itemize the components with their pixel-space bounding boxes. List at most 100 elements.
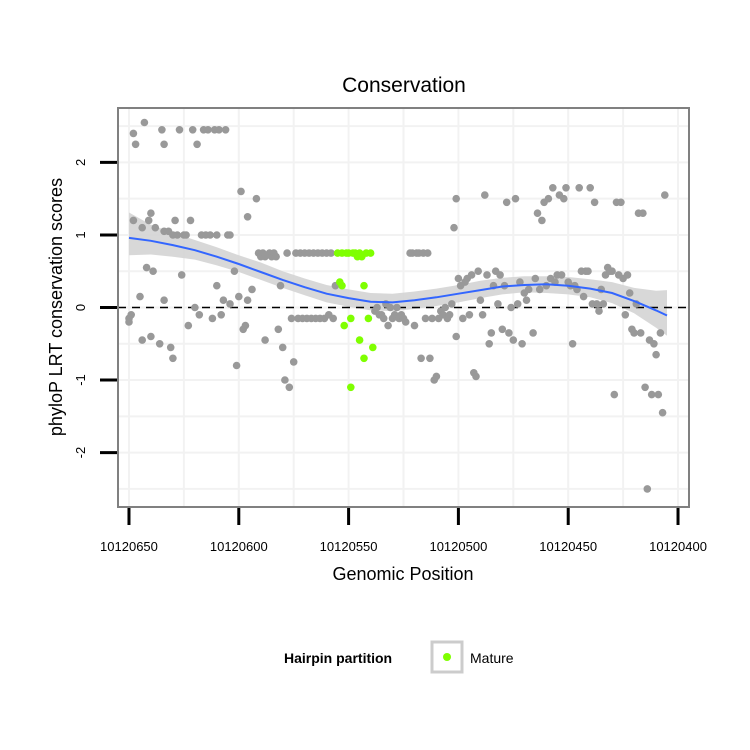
data-point-other: [641, 383, 649, 392]
data-point-other: [661, 191, 669, 199]
x-axis: 10120650 10120600 10120550 10120500 10120450…: [100, 508, 707, 554]
data-point-other: [160, 140, 168, 149]
data-point-other: [498, 325, 507, 334]
data-point-other: [243, 213, 252, 221]
data-point-other: [625, 289, 634, 297]
data-point-other: [595, 307, 603, 315]
data-point-other: [373, 303, 381, 312]
data-point-mature: [364, 314, 373, 323]
data-point-other: [219, 296, 228, 305]
data-point-other: [472, 372, 480, 381]
y-tick-label: -2: [73, 447, 88, 459]
data-point-other: [608, 267, 616, 276]
data-point-other: [459, 314, 467, 323]
data-point-other: [511, 194, 520, 203]
y-tick-label: -1: [73, 374, 88, 386]
data-point-other: [206, 231, 214, 239]
data-point-other: [450, 223, 458, 232]
data-point-other: [549, 184, 557, 192]
data-point-other: [542, 281, 551, 290]
legend-key-mature-dot: [443, 653, 451, 661]
data-point-other: [215, 126, 223, 134]
data-point-other: [656, 329, 665, 337]
y-axis: -2 -1 0 1 2: [73, 159, 117, 459]
data-point-other: [452, 194, 461, 203]
y-tick-label: 2: [73, 159, 88, 166]
data-point-other: [535, 285, 544, 294]
data-point-other: [235, 292, 243, 301]
legend-title: Hairpin partition: [284, 650, 392, 666]
data-point-other: [248, 285, 256, 294]
data-point-other: [329, 314, 338, 323]
data-point-other: [393, 303, 401, 312]
data-point-other: [505, 329, 513, 337]
data-point-other: [465, 311, 474, 319]
data-point-other: [276, 281, 285, 290]
data-point-other: [478, 311, 487, 319]
data-point-other: [579, 292, 588, 301]
data-point-other: [568, 340, 577, 348]
data-point-other: [586, 184, 594, 192]
data-point-other: [496, 271, 504, 279]
data-point-other: [151, 223, 160, 232]
data-point-other: [487, 329, 496, 337]
data-point-other: [650, 340, 658, 348]
data-point-other: [186, 216, 195, 225]
data-point-other: [155, 340, 164, 348]
data-point-other: [287, 314, 296, 323]
data-point-other: [129, 216, 138, 225]
data-point-other: [226, 231, 234, 239]
legend: Hairpin partition Mature: [284, 640, 514, 674]
data-point-mature: [355, 336, 364, 344]
data-point-other: [237, 187, 245, 196]
data-point-other: [177, 271, 186, 279]
data-point-other: [171, 216, 179, 225]
data-point-other: [590, 198, 599, 207]
data-point-other: [445, 311, 454, 319]
data-point-other: [509, 336, 518, 344]
data-point-other: [426, 354, 434, 363]
chart-title: Conservation: [342, 74, 466, 97]
data-point-other: [454, 274, 463, 283]
data-point-other: [562, 184, 570, 192]
data-point-other: [658, 408, 667, 417]
data-point-other: [129, 129, 138, 138]
data-point-other: [636, 329, 645, 337]
data-point-other: [191, 303, 199, 312]
data-point-other: [452, 332, 461, 341]
data-point-other: [281, 376, 289, 384]
data-point-other: [136, 292, 144, 301]
data-point-other: [401, 318, 410, 326]
data-point-other: [423, 249, 432, 257]
data-point-other: [524, 285, 533, 294]
data-point-other: [160, 296, 168, 305]
data-point-other: [494, 300, 502, 308]
data-point-other: [230, 267, 239, 276]
data-point-other: [557, 271, 566, 279]
data-point-other: [125, 318, 133, 326]
data-point-other: [516, 278, 524, 286]
data-point-other: [386, 303, 395, 312]
data-point-other: [575, 184, 583, 192]
x-tick-label: 10120600: [210, 539, 268, 554]
data-point-other: [140, 118, 149, 127]
data-point-other: [584, 267, 592, 276]
data-point-other: [428, 314, 436, 323]
data-point-mature: [369, 343, 377, 352]
data-point-other: [593, 300, 601, 308]
x-axis-title: Genomic Position: [332, 564, 473, 584]
smooth-line-layer: [128, 236, 668, 317]
data-point-other: [654, 390, 663, 399]
data-point-other: [204, 126, 212, 134]
data-point-other: [272, 252, 280, 261]
data-point-other: [384, 321, 392, 330]
scatter-points: [125, 118, 669, 493]
x-tick-label: 10120450: [539, 539, 597, 554]
data-point-other: [639, 209, 647, 217]
data-point-other: [142, 263, 151, 272]
y-tick-label: 0: [73, 304, 88, 311]
data-point-other: [217, 311, 225, 319]
data-point-other: [226, 300, 234, 308]
data-point-other: [241, 321, 250, 330]
data-point-other: [538, 216, 546, 225]
